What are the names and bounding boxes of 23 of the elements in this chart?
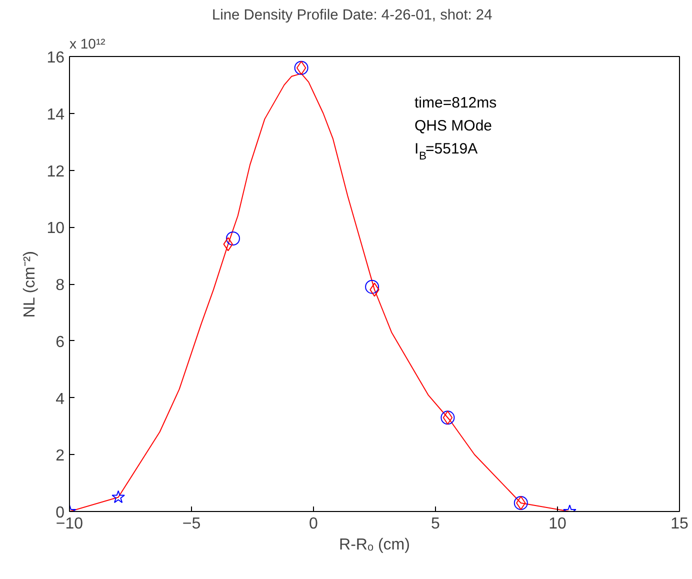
- y-tick-label: 4: [56, 390, 65, 408]
- y-tick-label: 8: [56, 277, 65, 294]
- annotation: time=812ms: [414, 94, 497, 112]
- annotation: QHS MOde: [414, 118, 492, 134]
- point: [112, 490, 125, 504]
- y-tick-label: 16: [46, 50, 65, 66]
- x-tick-label: 5: [431, 516, 440, 532]
- x-tick-label: 15: [670, 516, 688, 532]
- x-tick-label: 10: [548, 516, 566, 532]
- chart-title: Line Density Profile Date: 4-26-01, shot: 24: [212, 8, 492, 24]
- x-tick-label: 0: [309, 516, 318, 532]
- y-tick-label: 10: [46, 220, 65, 238]
- y-tick-label: 2: [56, 448, 65, 465]
- y-tick-label: 12: [46, 163, 65, 180]
- point: [226, 232, 240, 246]
- y-tick-label: 14: [46, 106, 65, 124]
- point: [365, 280, 380, 294]
- y-axis-title: NL (cm⁻²): [22, 250, 39, 318]
- point: [514, 496, 528, 510]
- text: x 10¹²: [70, 36, 106, 52]
- x-tick-label: −5: [182, 516, 201, 532]
- y-tick-label: 6: [56, 334, 65, 351]
- x-axis-title: R-Rₒ (cm): [339, 536, 410, 554]
